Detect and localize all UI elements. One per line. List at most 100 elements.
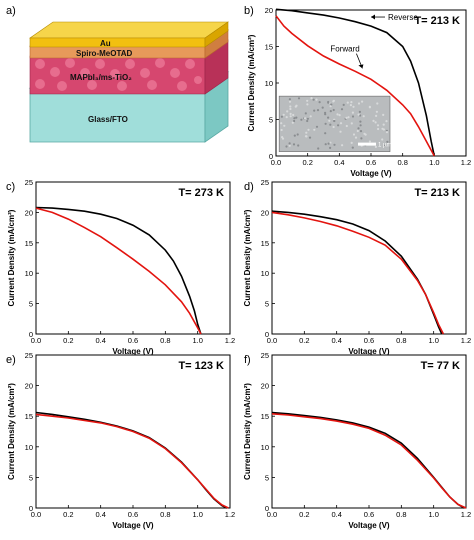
y-tick-label: 25 [261, 351, 269, 360]
y-tick-label: 5 [269, 116, 273, 125]
inset-grain [376, 124, 380, 127]
inset-grain [375, 114, 378, 117]
forward-arrowhead [358, 64, 364, 69]
inset-grain [361, 100, 364, 103]
x-tick-label: 0.4 [331, 336, 341, 345]
inset-grain [333, 143, 336, 146]
inset-grain [328, 119, 331, 122]
inset-grain [304, 112, 307, 115]
x-tick-label: 0.4 [334, 158, 344, 167]
x-tick-label: 0.8 [396, 336, 406, 345]
x-tick-label: 1.0 [192, 336, 202, 345]
series-line-red [271, 413, 467, 509]
y-tick-label: 5 [29, 473, 33, 482]
inset-grain [336, 113, 339, 116]
inset-grain [337, 124, 340, 127]
inset-image [278, 95, 391, 152]
inset-grain [321, 106, 324, 109]
inset-grain [288, 144, 291, 147]
inset-grain [329, 123, 332, 126]
inset-grain [313, 128, 316, 131]
inset-grain [359, 130, 363, 133]
x-tick-label: 0.0 [31, 510, 41, 519]
inset-grain [363, 132, 366, 135]
y-tick-label: 5 [29, 300, 33, 309]
inset-grain [286, 110, 289, 113]
inset-grain [339, 130, 342, 133]
inset-grain [283, 124, 286, 127]
inset-grain [345, 124, 348, 128]
inset-grain [324, 143, 327, 146]
inset-grain [306, 99, 309, 102]
reverse-arrowhead [371, 14, 375, 20]
x-tick-label: 0.8 [397, 158, 407, 167]
chart-b: b) 0.0 0.2 0.4 0.6 0.8 1.0 1.2 0 5 10 15 20 Voltage (… [244, 5, 471, 178]
series-line-red [35, 207, 202, 335]
chart-c: c) 0.0 0.2 0.4 0.6 0.8 1.0 1.2 0 5 10 15 20 25 Voltage… [6, 178, 235, 356]
x-tick-label: 0.2 [63, 510, 73, 519]
x-axis-label: Voltage (V) [350, 169, 392, 178]
y-axis-label: Current Density (mA/cm²) [7, 209, 16, 306]
device-schematic: a) Au Spiro-MeOTAD MAPbI₃/ms-TiO₂ Glass/… [6, 5, 230, 143]
y-axis-label: Current Density (mA/cm²) [247, 34, 256, 131]
inset-grain [310, 97, 313, 100]
inset-grain [338, 114, 341, 117]
inset-grain [350, 122, 353, 125]
inset-scale-label: 1 µm [378, 143, 391, 149]
inset-grain [346, 101, 349, 104]
chart-title: T= 213 K [414, 187, 460, 199]
inset-grain [374, 121, 377, 124]
inset-grain [368, 140, 371, 143]
y-tick-label: 5 [265, 473, 269, 482]
inset-grain [382, 113, 385, 116]
x-tick-label: 1.0 [428, 336, 438, 345]
inset-grain [309, 115, 312, 118]
inset-grain [318, 101, 321, 104]
y-tick-label: 25 [25, 351, 33, 360]
inset-grain [357, 113, 360, 116]
x-axis-label: Voltage (V) [348, 347, 390, 356]
chart-title: T= 213 K [414, 15, 460, 27]
inset-grain [308, 136, 312, 139]
x-tick-label: 0.8 [160, 510, 170, 519]
inset-grain [351, 115, 355, 118]
chart-title: T= 77 K [421, 360, 460, 372]
x-tick-label: 0.8 [396, 510, 406, 519]
inset-grain [324, 122, 327, 125]
x-tick-label: 1.0 [428, 510, 438, 519]
inset-grain [357, 102, 361, 105]
layer-label-glass: Glass/FTO [88, 115, 128, 124]
x-tick-label: 1.2 [461, 336, 471, 345]
y-tick-label: 10 [261, 269, 269, 278]
inset-grain [381, 138, 384, 141]
inset-grain [359, 124, 362, 127]
inset-grain [315, 98, 318, 101]
inset-grain [327, 116, 330, 119]
inset-grain [368, 106, 371, 109]
inset-grain [289, 115, 292, 118]
inset-grain [357, 127, 360, 130]
y-tick-label: 10 [265, 79, 273, 88]
inset-grain [329, 141, 332, 144]
x-tick-label: 0.0 [271, 158, 281, 167]
series-line-black [275, 8, 436, 157]
inset-grain [293, 134, 296, 137]
inset-grain [329, 105, 332, 108]
y-tick-label: 0 [265, 504, 269, 513]
inset-grain [306, 117, 309, 120]
panel-label: e) [6, 354, 16, 366]
inset-grain [313, 109, 316, 112]
y-tick-label: 10 [25, 443, 33, 452]
inset-grain [293, 119, 296, 123]
x-tick-label: 0.2 [63, 336, 73, 345]
inset-grain [351, 111, 354, 114]
inset-grain [317, 147, 320, 150]
inset-grain [296, 133, 299, 136]
inset-grain [304, 135, 308, 138]
y-tick-label: 0 [265, 330, 269, 339]
inset-grain [303, 117, 307, 120]
layer-label-perovskite: MAPbI₃/ms-TiO₂ [70, 73, 132, 82]
x-tick-label: 0.0 [267, 510, 277, 519]
inset-grain [332, 125, 335, 129]
